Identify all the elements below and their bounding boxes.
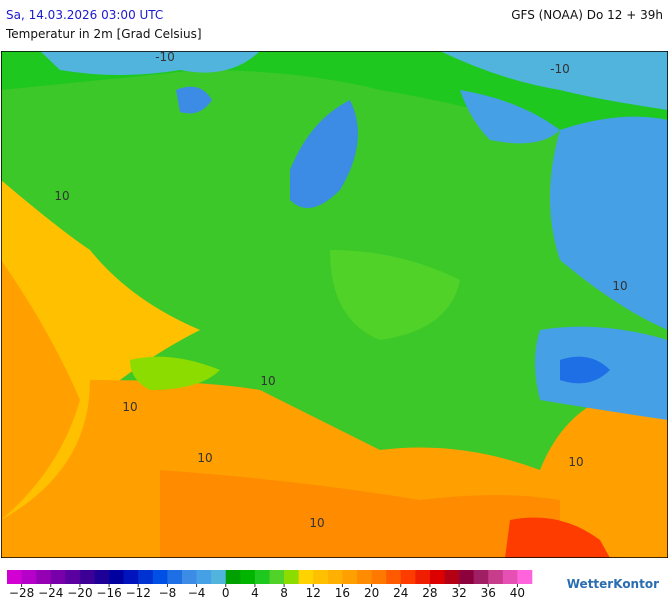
colorbar-box — [182, 570, 197, 584]
colorbar-label: −28 — [9, 586, 34, 600]
colorbar-box — [459, 570, 474, 584]
colorbar-label: 0 — [222, 586, 230, 600]
colorbar-box — [327, 570, 343, 584]
colorbar-box — [342, 570, 358, 584]
subtitle: Temperatur in 2m [Grad Celsius] — [5, 27, 202, 41]
colorbar-box — [298, 570, 314, 584]
colorbar-label: −24 — [38, 586, 63, 600]
colorbar-box — [313, 570, 329, 584]
contour-label: 10 — [568, 455, 583, 469]
colorbar-box — [473, 570, 489, 584]
colorbar-box — [415, 570, 431, 584]
colorbar-box — [517, 570, 533, 584]
colorbar-label: −12 — [126, 586, 151, 600]
colorbar-label: −16 — [96, 586, 121, 600]
colorbar-box — [7, 570, 22, 584]
colorbar-box — [94, 570, 110, 584]
valid-time: Sa, 14.03.2026 03:00 UTC — [6, 8, 163, 22]
colorbar-label: 28 — [422, 586, 437, 600]
colorbar-box — [65, 570, 81, 584]
colorbar-box — [196, 570, 212, 584]
contour-label: -10 — [550, 62, 570, 76]
colorbar-box — [502, 570, 518, 584]
colorbar-box — [371, 570, 387, 584]
colorbar-label: −4 — [188, 586, 206, 600]
map — [1, 51, 668, 558]
contour-label: 10 — [309, 516, 324, 530]
colorbar-box — [21, 570, 37, 584]
colorbar-label: 40 — [510, 586, 525, 600]
colorbar-label: 8 — [280, 586, 288, 600]
colorbar-box — [167, 570, 183, 584]
colorbar-box — [36, 570, 52, 584]
colorbar-label: 20 — [364, 586, 379, 600]
contour-label: 10 — [197, 451, 212, 465]
colorbar-box — [152, 570, 168, 584]
colorbar-label: 24 — [393, 586, 408, 600]
colorbar-box — [269, 570, 285, 584]
contour-label: 10 — [54, 189, 69, 203]
logo: WetterKontor — [567, 577, 659, 591]
colorbar-box — [429, 570, 445, 584]
colorbar-box — [284, 570, 299, 584]
colorbar-label: 36 — [481, 586, 496, 600]
colorbar-label: 4 — [251, 586, 259, 600]
colorbar-box — [138, 570, 154, 584]
colorbar-box — [211, 570, 227, 584]
colorbar-box — [225, 570, 241, 584]
colorbar-box — [109, 570, 124, 584]
contour-label: 10 — [260, 374, 275, 388]
colorbar-label: 16 — [335, 586, 350, 600]
colorbar-box — [400, 570, 416, 584]
model-run: GFS (NOAA) Do 12 + 39h — [511, 8, 663, 22]
colorbar-box — [123, 570, 139, 584]
contour-label: 10 — [122, 400, 137, 414]
colorbar-box — [50, 570, 66, 584]
colorbar-box — [240, 570, 256, 584]
colorbar-label: 12 — [306, 586, 321, 600]
colorbar-label: −20 — [67, 586, 92, 600]
colorbar-label: 32 — [451, 586, 466, 600]
colorbar-box — [386, 570, 402, 584]
contour-label: -10 — [155, 50, 175, 64]
contour-label: 10 — [612, 279, 627, 293]
colorbar-label: −8 — [159, 586, 177, 600]
colorbar-box — [79, 570, 95, 584]
colorbar-box — [357, 570, 372, 584]
colorbar-box — [444, 570, 460, 584]
colorbar-box — [254, 570, 270, 584]
colorbar-box — [488, 570, 504, 584]
